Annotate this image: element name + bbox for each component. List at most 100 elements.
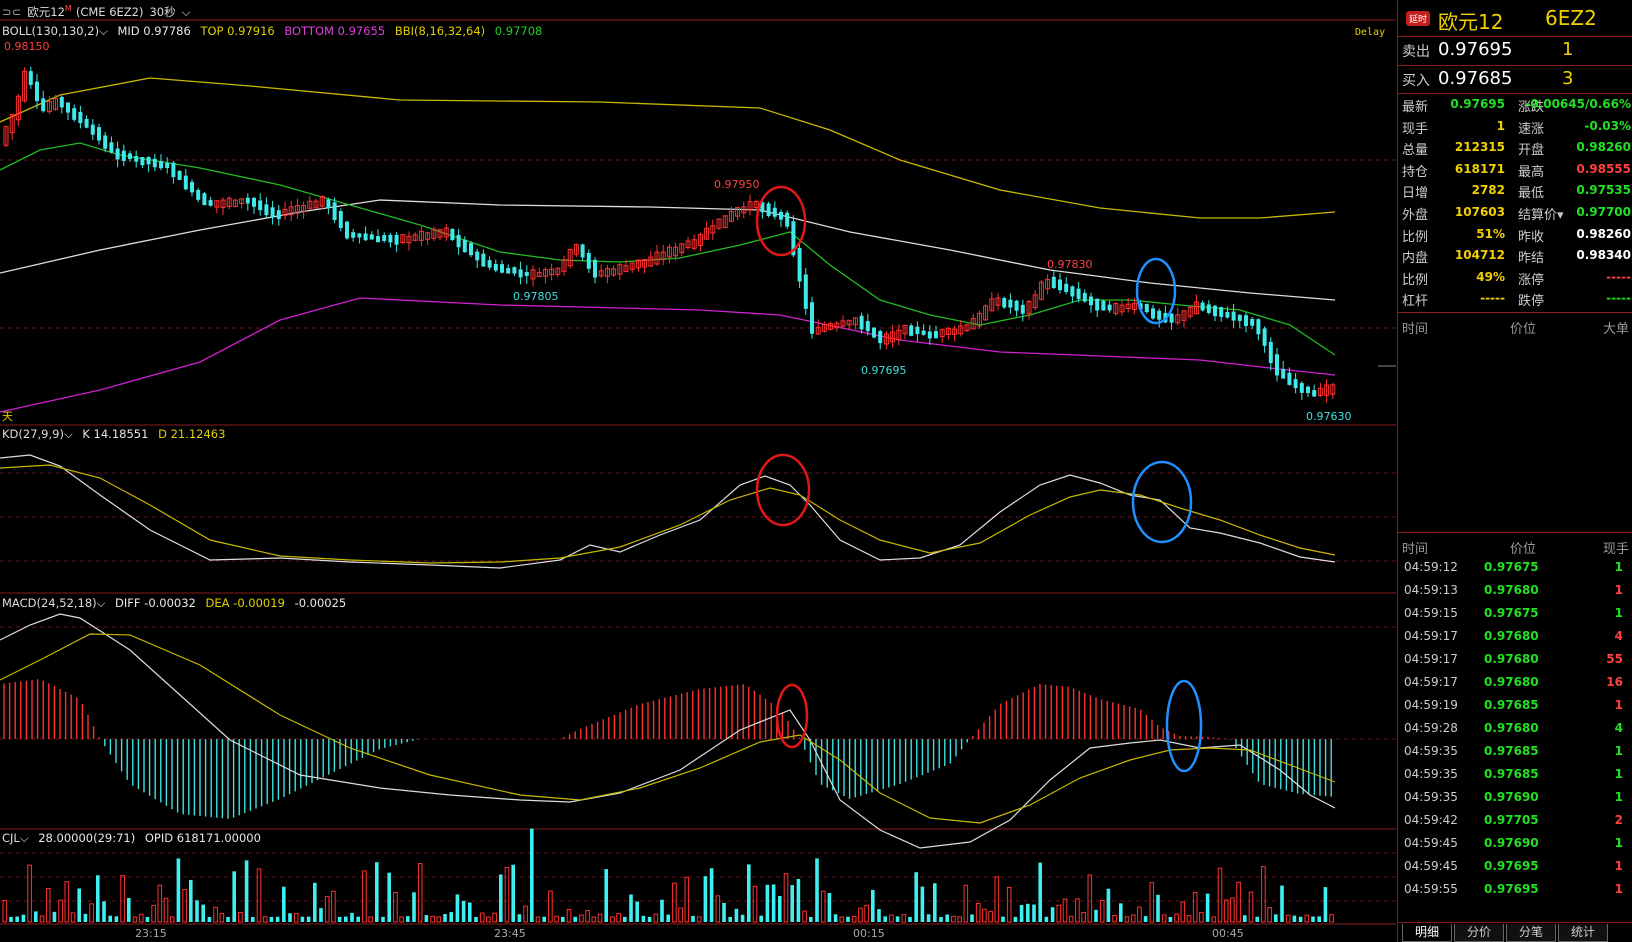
volume-bar	[740, 914, 745, 922]
volume-bar	[709, 868, 714, 922]
price-chart-svg[interactable]	[0, 0, 1396, 942]
volume-bar	[127, 897, 131, 922]
tick-volume: 55	[1606, 652, 1623, 666]
tick-row[interactable]: 04:59:17 0.97680 4	[1398, 625, 1632, 648]
cjl-label[interactable]: CJL	[2, 831, 20, 845]
macd-dea: DEA -0.00019	[205, 596, 285, 610]
candle-body	[995, 297, 1001, 306]
volume-bar	[877, 909, 881, 922]
stats-key: 比例	[1402, 229, 1429, 245]
tick-row[interactable]: 04:59:35 0.97685 1	[1398, 740, 1632, 763]
candle-body	[555, 267, 561, 275]
tick-row[interactable]: 04:59:12 0.97675 1	[1398, 556, 1632, 579]
tick-time: 04:59:28	[1404, 721, 1458, 735]
kd-label[interactable]: KD(27,9,9)	[2, 427, 64, 441]
tick-row[interactable]: 04:59:17 0.97680 16	[1398, 671, 1632, 694]
chevron-down-icon[interactable]: ⌵	[96, 596, 106, 610]
volume-bar	[1217, 867, 1223, 923]
sell-label: 卖出	[1402, 44, 1430, 60]
candle-body	[1293, 379, 1298, 389]
candle-body	[115, 148, 120, 160]
volume-bar	[275, 916, 280, 922]
volume-bar	[846, 916, 850, 922]
tick-row[interactable]: 04:59:55 0.97695 1	[1398, 878, 1632, 901]
volume-bar	[542, 916, 546, 922]
tick-time: 04:59:35	[1404, 767, 1458, 781]
candle-body	[1125, 303, 1131, 309]
tick-row[interactable]: 04:59:28 0.97680 4	[1398, 717, 1632, 740]
tick-row[interactable]: 04:59:42 0.97705 2	[1398, 809, 1632, 832]
volume-bar	[1236, 881, 1241, 923]
chevron-down-icon[interactable]: ⌵	[181, 5, 191, 19]
candle-body	[190, 182, 194, 193]
volume-bar	[1223, 899, 1229, 923]
volume-bar	[406, 916, 410, 922]
tick-row[interactable]: 04:59:17 0.97680 55	[1398, 648, 1632, 671]
stats-value: -----	[1606, 291, 1631, 306]
red-circle-main	[755, 185, 807, 257]
candle-body	[840, 320, 846, 327]
window-icon[interactable]: ⊃⊂	[2, 5, 22, 19]
volume-bar	[443, 914, 447, 922]
tab-tick-by-tick[interactable]: 分笔	[1506, 924, 1556, 942]
tick-volume: 2	[1614, 813, 1623, 827]
tick-row[interactable]: 04:59:13 0.97680 1	[1398, 579, 1632, 602]
tick-row[interactable]: 04:59:15 0.97675 1	[1398, 602, 1632, 625]
tab-detail[interactable]: 明细	[1402, 924, 1452, 942]
volume-bar	[313, 882, 317, 922]
candle-body	[760, 202, 765, 213]
macd-label[interactable]: MACD(24,52,18)	[2, 596, 97, 610]
volume-bar	[337, 916, 342, 922]
candle-body	[418, 230, 424, 241]
candle-body	[580, 244, 585, 258]
tick-price: 0.97680	[1484, 583, 1539, 597]
tick-row[interactable]: 04:59:35 0.97685 1	[1398, 763, 1632, 786]
candle-body	[964, 324, 970, 332]
stats-key: 日增	[1402, 186, 1429, 202]
volume-bar	[1304, 914, 1310, 923]
big-order-header: 时间 价位 大单	[1398, 316, 1632, 337]
volume-bar	[1285, 914, 1291, 923]
candle-body	[635, 259, 641, 269]
candle-body	[226, 197, 232, 207]
chevron-down-icon[interactable]: ⌵	[99, 24, 108, 38]
stats-value: 2782	[1471, 183, 1505, 198]
boll-label[interactable]: BOLL(130,130,2)	[2, 24, 100, 38]
buy-row[interactable]: 买入 0.97685 3	[1402, 68, 1630, 92]
volume-bar	[1292, 915, 1297, 922]
candle-body	[270, 207, 275, 218]
stats-row: 持仓 618171 最高 0.98555	[1398, 159, 1632, 181]
tick-price: 0.97680	[1484, 675, 1539, 689]
chevron-down-icon[interactable]: ⌵	[63, 427, 73, 441]
volume-bar	[684, 876, 690, 923]
tick-row[interactable]: 04:59:45 0.97690 1	[1398, 832, 1632, 855]
chart-area[interactable]: ⊃⊂ 欧元12M (CME 6EZ2) 30秒 ⌵ BOLL(130,130,2)⌵ M…	[0, 0, 1396, 942]
period-selector[interactable]: 30秒	[149, 5, 176, 19]
tick-row[interactable]: 04:59:35 0.97690 1	[1398, 786, 1632, 809]
tick-row[interactable]: 04:59:19 0.97685 1	[1398, 694, 1632, 717]
tab-statistics[interactable]: 统计	[1558, 924, 1608, 942]
candle-body	[1324, 384, 1330, 396]
tick-time: 04:59:35	[1404, 744, 1458, 758]
candle-body	[921, 330, 926, 335]
candle-body	[1275, 354, 1279, 376]
candle-body	[264, 204, 269, 216]
candle-body	[202, 193, 207, 206]
sell-row[interactable]: 卖出 0.97695 1	[1402, 39, 1630, 63]
volume-bar	[157, 884, 163, 923]
volume-bar	[1199, 912, 1204, 923]
chart-title-bar: ⊃⊂ 欧元12M (CME 6EZ2) 30秒 ⌵	[2, 4, 196, 20]
candle-body	[716, 218, 722, 229]
stats-key: 杠杆	[1402, 294, 1429, 310]
tick-row[interactable]: 04:59:45 0.97695 1	[1398, 855, 1632, 878]
tick-volume: 1	[1614, 583, 1623, 597]
chevron-down-icon[interactable]: ⌵	[19, 831, 29, 845]
candle-body	[1213, 305, 1217, 317]
tab-price-dist[interactable]: 分价	[1454, 924, 1504, 942]
volume-bar	[430, 915, 435, 923]
tick-price: 0.97685	[1484, 767, 1539, 781]
tick-volume: 1	[1614, 698, 1623, 712]
tick-price: 0.97685	[1484, 744, 1539, 758]
candle-body	[766, 203, 771, 216]
volume-bar	[591, 916, 597, 923]
